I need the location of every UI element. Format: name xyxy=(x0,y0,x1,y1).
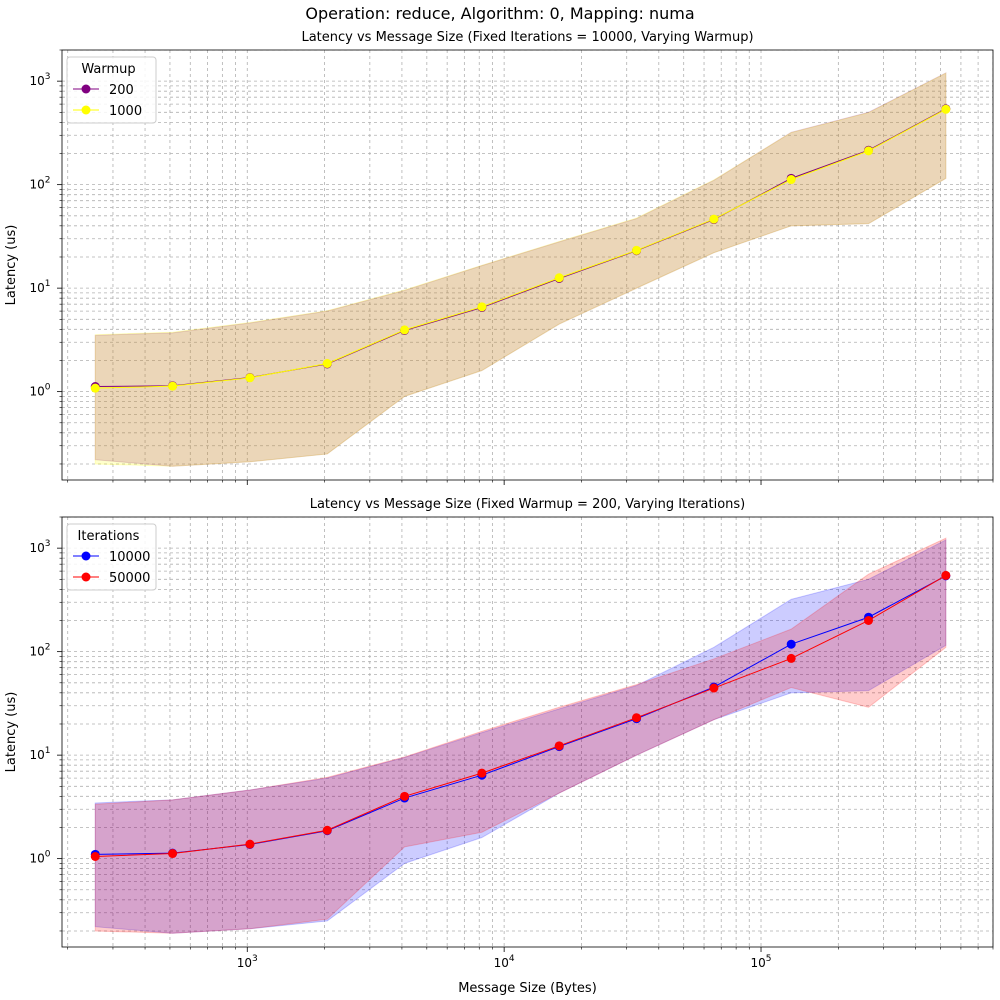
data-point-10000 xyxy=(786,639,796,649)
data-point-50000 xyxy=(941,570,951,580)
data-point-1000 xyxy=(864,146,874,156)
band-1000 xyxy=(94,72,947,467)
data-point-50000 xyxy=(90,851,100,861)
data-point-50000 xyxy=(245,839,255,849)
axes-frame xyxy=(61,516,994,948)
y-axis-label: Latency (us) xyxy=(4,225,19,306)
data-point-50000 xyxy=(632,713,642,723)
figure-suptitle: Operation: reduce, Algorithm: 0, Mapping… xyxy=(305,4,694,23)
chart-title: Latency vs Message Size (Fixed Iteration… xyxy=(301,30,753,45)
legend-box xyxy=(66,523,157,591)
data-point-1000 xyxy=(477,302,487,312)
y-tick-label: 101 xyxy=(29,746,50,762)
x-tick-label: 103 xyxy=(237,954,258,970)
legend-label: 200 xyxy=(109,83,134,98)
chart-title: Latency vs Message Size (Fixed Warmup = … xyxy=(310,497,746,512)
x-axis-label: Message Size (Bytes) xyxy=(458,981,597,996)
x-tick-label: 104 xyxy=(494,954,515,970)
data-point-1000 xyxy=(245,373,255,383)
legend-marker xyxy=(81,105,91,115)
y-tick-label: 103 xyxy=(29,72,50,88)
data-point-1000 xyxy=(554,273,564,283)
legend-marker xyxy=(81,84,91,94)
grid xyxy=(62,50,993,480)
y-tick-label: 103 xyxy=(29,539,50,555)
data-point-1000 xyxy=(90,383,100,393)
legend-marker xyxy=(81,551,91,561)
bottom-chart: Latency vs Message Size (Fixed Warmup = … xyxy=(4,497,994,996)
grid xyxy=(62,517,993,947)
data-point-1000 xyxy=(786,175,796,185)
data-point-50000 xyxy=(322,825,332,835)
plot-area xyxy=(90,72,951,467)
x-tick-label: 105 xyxy=(751,954,772,970)
y-tick-label: 102 xyxy=(29,176,50,192)
data-point-50000 xyxy=(786,653,796,663)
top-chart: Latency vs Message Size (Fixed Iteration… xyxy=(4,30,994,485)
data-point-50000 xyxy=(400,791,410,801)
y-axis-label: Latency (us) xyxy=(4,692,19,773)
legend-marker xyxy=(81,572,91,582)
data-point-1000 xyxy=(941,104,951,114)
legend-label: 50000 xyxy=(109,571,150,586)
data-point-1000 xyxy=(400,325,410,335)
band-200 xyxy=(94,72,947,467)
ticks xyxy=(57,516,994,952)
y-tick-label: 102 xyxy=(29,643,50,659)
data-point-50000 xyxy=(168,849,178,859)
series-line-1000 xyxy=(95,108,947,389)
legend-label: 1000 xyxy=(109,104,142,119)
legend-title: Iterations xyxy=(78,529,140,544)
legend-box xyxy=(66,56,157,124)
y-tick-label: 100 xyxy=(29,850,50,866)
legend: Iterations 10000 50000 xyxy=(66,523,157,591)
data-point-1000 xyxy=(709,214,719,224)
data-point-50000 xyxy=(477,768,487,778)
data-point-1000 xyxy=(168,381,178,391)
y-tick-label: 100 xyxy=(29,383,50,399)
plot-area xyxy=(90,537,951,934)
data-point-1000 xyxy=(632,245,642,255)
series-line-50000 xyxy=(95,575,947,857)
data-point-50000 xyxy=(864,615,874,625)
axes-frame xyxy=(61,49,994,481)
data-point-1000 xyxy=(322,358,332,368)
legend: Warmup 200 1000 xyxy=(66,56,157,124)
ticks xyxy=(57,49,994,485)
data-point-50000 xyxy=(554,741,564,751)
y-tick-label: 101 xyxy=(29,279,50,295)
band-10000 xyxy=(94,539,947,934)
data-point-50000 xyxy=(709,683,719,693)
legend-title: Warmup xyxy=(81,62,135,77)
legend-label: 10000 xyxy=(109,550,150,565)
